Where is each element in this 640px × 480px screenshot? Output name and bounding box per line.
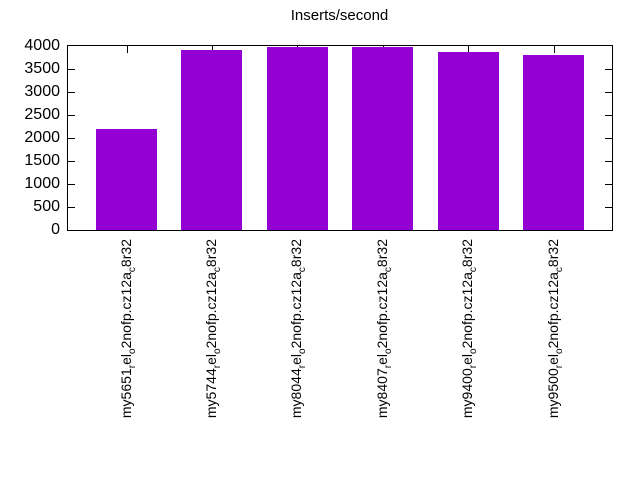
y-axis-tick (68, 184, 75, 185)
bar (181, 50, 243, 230)
subscript: r (468, 364, 480, 369)
subscript: o (553, 348, 565, 354)
y-tick-label: 1000 (24, 175, 60, 192)
y-axis-tick (605, 184, 612, 185)
y-tick-label: 2000 (24, 129, 60, 146)
y-tick-label: 4000 (24, 37, 60, 54)
x-axis-tick (468, 46, 469, 53)
subscript: r (553, 364, 565, 369)
x-axis-tick (212, 46, 213, 53)
subscript: o (468, 348, 480, 354)
subscript: c (297, 267, 309, 273)
y-tick-label: 0 (51, 221, 60, 238)
subscript: o (297, 348, 309, 354)
x-tick-label: my8407relo2nofp.cz12ac8r32 (373, 239, 394, 419)
subscript: c (468, 267, 480, 273)
subscript: o (382, 348, 394, 354)
subscript: c (211, 267, 223, 273)
plot-area (67, 45, 613, 231)
chart-title: Inserts/second (290, 7, 389, 24)
y-tick-label: 3500 (24, 60, 60, 77)
y-axis-tick (605, 115, 612, 116)
bar (523, 54, 584, 230)
subscript: r (126, 364, 138, 369)
y-axis-tick (68, 115, 75, 116)
y-axis-tick (605, 207, 612, 208)
bar (266, 46, 328, 230)
y-axis-tick (68, 92, 75, 93)
x-tick-label: my8044relo2nofp.cz12ac8r32 (288, 239, 309, 419)
x-tick-label: my9500relo2nofp.cz12ac8r32 (544, 239, 565, 419)
x-tick-label: my5744relo2nofp.cz12ac8r32 (202, 239, 223, 419)
y-axis-tick (68, 69, 75, 70)
bar (352, 46, 414, 230)
subscript: o (126, 348, 138, 354)
subscript: c (382, 267, 394, 273)
bar (96, 128, 157, 230)
subscript: c (553, 267, 565, 273)
subscript: o (211, 348, 223, 354)
subscript: r (211, 364, 223, 369)
y-tick-label: 2500 (24, 106, 60, 123)
y-tick-label: 3000 (24, 83, 60, 100)
y-axis-tick (68, 207, 75, 208)
y-axis-tick (605, 92, 612, 93)
subscript: r (297, 364, 309, 369)
y-tick-label: 500 (33, 198, 60, 215)
y-axis-tick (605, 138, 612, 139)
subscript: c (126, 267, 138, 273)
y-axis-tick (68, 161, 75, 162)
y-tick-label: 1500 (24, 152, 60, 169)
y-axis-tick (605, 161, 612, 162)
x-tick-label: my9400relo2nofp.cz12ac8r32 (459, 239, 480, 419)
y-axis-tick (68, 138, 75, 139)
x-axis-tick (554, 46, 555, 53)
x-axis-tick (127, 46, 128, 53)
x-tick-label: my5651relo2nofp.cz12ac8r32 (117, 239, 138, 419)
subscript: r (382, 364, 394, 369)
bar (437, 51, 499, 230)
y-axis-tick (605, 69, 612, 70)
